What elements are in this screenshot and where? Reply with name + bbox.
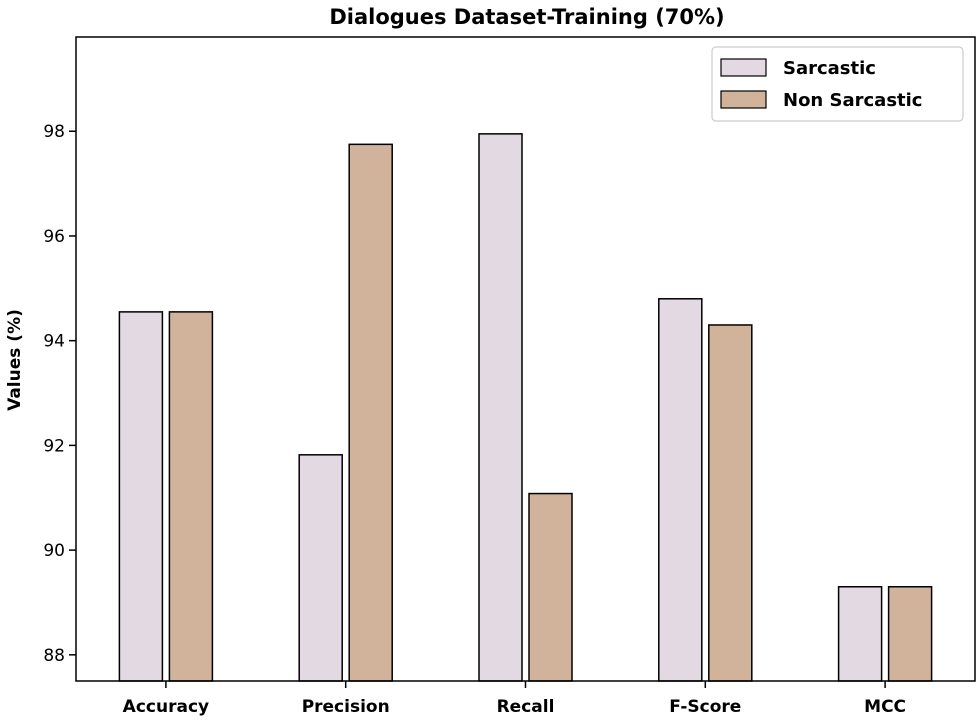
bar-non-sarcastic-mcc <box>887 586 933 682</box>
legend-swatch-sarcastic <box>720 58 767 77</box>
y-tick-label: 98 <box>43 122 65 142</box>
bars-group <box>118 133 933 682</box>
y-axis-label: Values (%) <box>5 309 25 411</box>
plot-frame <box>75 36 976 682</box>
y-tick-label: 96 <box>43 227 65 247</box>
y-tick-label: 90 <box>43 541 65 561</box>
x-tick-label: MCC <box>864 697 906 717</box>
legend-box <box>711 46 964 122</box>
legend: Sarcastic Non Sarcastic <box>711 46 964 122</box>
bar-non-sarcastic-f-score <box>708 324 753 682</box>
bar-sarcastic-accuracy <box>118 311 164 682</box>
legend-label-sarcastic: Sarcastic <box>783 58 876 79</box>
bar-sarcastic-precision <box>298 454 343 682</box>
x-tick-label: F-Score <box>669 697 741 717</box>
y-tick-label: 94 <box>43 332 65 352</box>
x-tick-label: Accuracy <box>123 697 209 717</box>
chart-title: Dialogues Dataset-Training (70%) <box>329 5 724 29</box>
legend-swatch-non-sarcastic <box>720 90 767 109</box>
bar-sarcastic-recall <box>478 133 523 682</box>
x-tick-label: Recall <box>497 697 555 717</box>
x-axis: Accuracy Precision Recall F-Score MCC <box>123 681 906 717</box>
bar-non-sarcastic-recall <box>528 492 573 682</box>
x-tick-label: Precision <box>302 697 390 717</box>
y-axis: 88 90 92 94 96 98 <box>43 122 76 666</box>
bar-non-sarcastic-precision <box>348 143 393 682</box>
y-tick-label: 88 <box>43 646 65 666</box>
y-tick-label: 92 <box>43 436 65 456</box>
bar-non-sarcastic-accuracy <box>168 311 214 682</box>
bar-sarcastic-f-score <box>658 298 703 682</box>
bar-sarcastic-mcc <box>837 586 883 682</box>
legend-label-non-sarcastic: Non Sarcastic <box>783 90 922 111</box>
